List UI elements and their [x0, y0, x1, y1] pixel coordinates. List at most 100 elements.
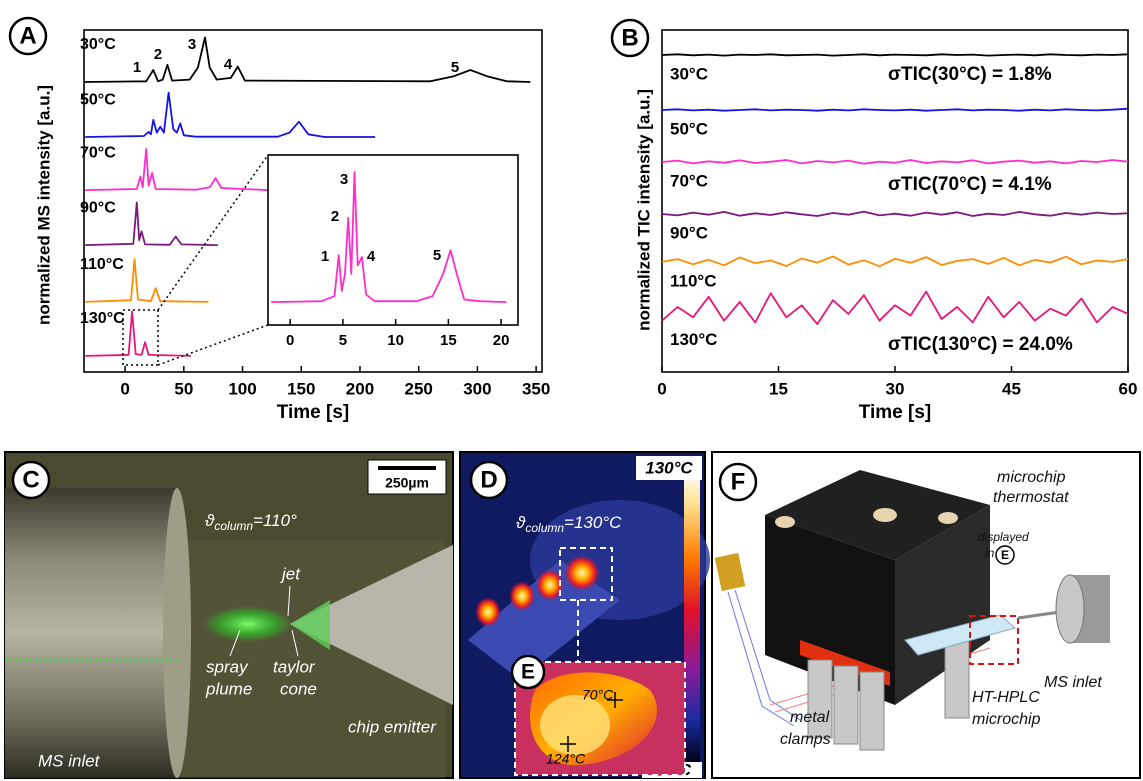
- x-tick-label: 5: [339, 332, 347, 349]
- x-tick-label: 350: [522, 379, 550, 398]
- ms-inlet-body: [5, 488, 177, 778]
- panel-f: microchip thermostat displayed in E MS i…: [712, 452, 1140, 778]
- label-spray: spray: [206, 657, 249, 676]
- x-tick-label: 10: [387, 332, 404, 349]
- series-label: 130°C: [670, 330, 717, 349]
- peak-label: 5: [451, 59, 459, 76]
- color-scale: [684, 470, 700, 764]
- peak-label: 2: [331, 208, 339, 225]
- series-label: 110°C: [80, 256, 124, 273]
- label-chip-emitter: chip emitter: [348, 717, 437, 736]
- panel-label: F: [731, 468, 746, 495]
- subscript: column: [214, 519, 253, 533]
- label-thermostat: microchip: [997, 469, 1066, 486]
- x-tick-label: 30: [886, 379, 905, 398]
- series-line: [85, 93, 375, 137]
- x-tick-label: 150: [287, 379, 315, 398]
- series-label: 30°C: [80, 36, 116, 53]
- annotation: σTIC(130°C) = 24.0%: [888, 334, 1073, 355]
- x-tick-label: 0: [286, 332, 294, 349]
- label-microchip: HT-HPLC: [972, 689, 1040, 706]
- panel-label: B: [621, 24, 638, 51]
- panel-c: 250µm ϑcolumn=110° jet spray plume taylo…: [5, 452, 453, 778]
- series-label: 50°C: [670, 120, 708, 139]
- annotation: σTIC(30°C) = 1.8%: [888, 64, 1052, 85]
- clamp: [945, 640, 969, 718]
- y-axis-label: normalized TIC intensity [a.u.]: [634, 89, 653, 331]
- x-tick-label: 20: [493, 332, 510, 349]
- series-label: 90°C: [670, 223, 708, 242]
- label-microchip: microchip: [972, 711, 1041, 728]
- x-tick-label: 0: [120, 379, 129, 398]
- series-label: 90°C: [80, 199, 116, 216]
- label-clamps: clamps: [780, 731, 831, 748]
- series-label: 70°C: [80, 144, 116, 161]
- label-displayed: displayed: [978, 530, 1029, 544]
- peak-label: 4: [224, 56, 233, 73]
- clamp: [860, 672, 884, 750]
- y-axis-label: normalized MS intensity [a.u.]: [34, 85, 53, 325]
- series-line: [662, 212, 1128, 216]
- panel-e: 70°C 124°C E: [512, 656, 685, 775]
- label-cone: cone: [280, 679, 317, 698]
- x-tick-label: 45: [1002, 379, 1021, 398]
- x-tick-label: 200: [346, 379, 374, 398]
- series-line: [662, 256, 1128, 266]
- label-taylor: taylor: [273, 657, 316, 676]
- x-tick-label: 15: [769, 379, 788, 398]
- page: 250µm ϑcolumn=110° jet spray plume taylo…: [0, 0, 1143, 781]
- x-axis-label: Time [s]: [859, 402, 932, 423]
- panel-b: 01530456030°C50°C70°C90°C110°C130°CσTIC(…: [612, 20, 1137, 423]
- series-line: [84, 38, 530, 83]
- x-tick-label: 100: [228, 379, 256, 398]
- series-line: [662, 292, 1128, 325]
- knob: [873, 508, 897, 522]
- scale-bar-label: 250µm: [385, 475, 429, 491]
- x-tick-label: 300: [463, 379, 491, 398]
- x-tick-label: 250: [405, 379, 433, 398]
- x-tick-label: 60: [1119, 379, 1138, 398]
- annotation: σTIC(70°C) = 4.1%: [888, 174, 1052, 195]
- peak-label: 2: [154, 46, 162, 63]
- peak-label: 4: [367, 248, 376, 265]
- reference-label: E: [1001, 548, 1009, 562]
- panel-label: A: [19, 22, 36, 49]
- scale-max: 130°C: [645, 458, 693, 477]
- panel-label: C: [22, 466, 39, 493]
- series-line: [662, 160, 1128, 164]
- series-line: [662, 54, 1128, 55]
- peak-label: 1: [133, 59, 141, 76]
- panel-label: E: [521, 661, 535, 684]
- series-label: 130°C: [80, 310, 125, 327]
- figure: 250µm ϑcolumn=110° jet spray plume taylo…: [0, 0, 1143, 781]
- hot-spot: [509, 581, 535, 611]
- series-line: [662, 109, 1128, 111]
- hot-spot: [475, 597, 501, 627]
- hot-core: [540, 695, 610, 755]
- spray-plume: [203, 606, 293, 642]
- peak-label: 3: [188, 36, 196, 53]
- zoom-box: [123, 310, 158, 365]
- clamp: [808, 660, 832, 738]
- series-label: 110°C: [670, 271, 717, 290]
- series-label: 70°C: [670, 171, 708, 190]
- condition-value: =110°: [253, 511, 297, 530]
- inset: 0510152012345: [268, 155, 518, 349]
- x-tick-label: 15: [440, 332, 457, 349]
- knob: [938, 512, 958, 524]
- plot-frame: [268, 155, 518, 325]
- label-thermostat: thermostat: [993, 489, 1069, 506]
- label-displayed: in: [985, 546, 995, 560]
- zoom-link: [158, 325, 268, 365]
- spot-hot: 124°C: [546, 751, 586, 767]
- panel-label: D: [480, 466, 497, 493]
- hot-spot: [564, 555, 600, 591]
- label-plume: plume: [205, 679, 252, 698]
- label-jet: jet: [280, 564, 301, 583]
- condition-value: =130°C: [564, 513, 622, 532]
- x-axis-label: Time [s]: [277, 402, 350, 423]
- panel-d: 130°C 26°C ϑcolumn=130°C D 70°C 124°C E: [460, 452, 710, 779]
- label-ms-inlet: MS inlet: [1044, 674, 1102, 691]
- ms-inlet-face: [163, 488, 191, 778]
- x-tick-label: 50: [174, 379, 193, 398]
